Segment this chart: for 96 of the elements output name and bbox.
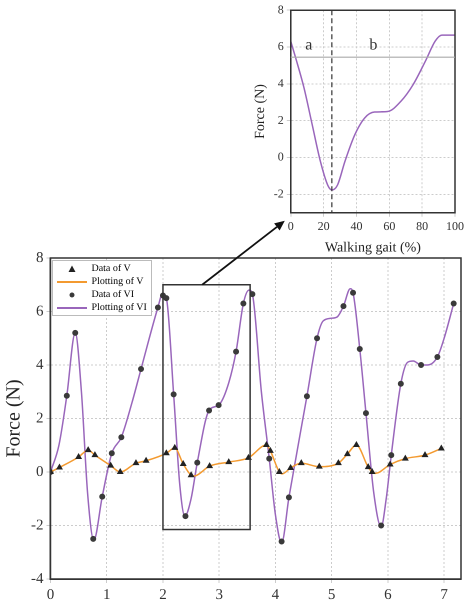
point [362, 410, 369, 416]
point [163, 450, 170, 456]
legend-label: Plotting of VI [91, 301, 147, 314]
point [276, 468, 282, 474]
x-tick-label: 0 [288, 219, 294, 234]
point [378, 522, 384, 528]
point [402, 455, 408, 461]
y-axis-title: Force (N) [2, 379, 24, 458]
point [92, 452, 98, 458]
x-tick-label: 6 [384, 586, 392, 603]
y-tick-label: 2 [36, 410, 44, 426]
point [286, 494, 292, 500]
point [108, 450, 115, 456]
annotation: a [305, 36, 312, 54]
point [138, 366, 144, 372]
point [172, 444, 178, 450]
y-tick-label: 0 [278, 150, 284, 164]
x-tick-label: 1 [102, 586, 110, 603]
point [132, 460, 140, 466]
point [365, 464, 372, 470]
point [117, 468, 124, 474]
y-tick-label: 4 [36, 356, 44, 373]
y-tick-label: 0 [36, 464, 44, 480]
point [118, 434, 124, 440]
y-tick-label: -2 [274, 186, 284, 201]
point [233, 348, 240, 355]
point [340, 303, 346, 310]
x-tick-label: 7 [440, 586, 448, 603]
x-tick-label: 3 [215, 586, 223, 603]
annotation: b [369, 36, 378, 54]
point [263, 441, 270, 447]
y-tick-label: 8 [278, 2, 284, 16]
x-axis-title: Walking gait (%) [324, 240, 422, 256]
point [314, 335, 320, 342]
point [163, 295, 170, 302]
point [72, 330, 78, 336]
point [206, 407, 212, 414]
x-tick-label: 2 [159, 586, 167, 603]
point [434, 354, 440, 360]
point [170, 391, 177, 398]
point [344, 450, 351, 456]
x-tick-label: 60 [383, 219, 396, 234]
x-tick-label: 5 [328, 586, 336, 603]
line-series [290, 34, 455, 191]
point [85, 446, 92, 452]
point [267, 447, 274, 453]
point [335, 460, 342, 466]
point [142, 457, 150, 463]
point [266, 456, 272, 462]
point [438, 444, 444, 450]
point [56, 464, 63, 470]
x-tick-label: 80 [416, 219, 428, 234]
legend-label: Data of V [91, 262, 131, 275]
y-tick-label: -4 [30, 570, 44, 587]
point [388, 452, 394, 458]
point [182, 513, 188, 520]
point [216, 402, 222, 408]
point [288, 464, 294, 470]
point [304, 393, 310, 400]
point [353, 441, 360, 447]
y-tick-label: 6 [36, 303, 44, 320]
x-tick-label: 0 [46, 586, 54, 603]
point [64, 392, 70, 399]
point [398, 380, 404, 387]
point [369, 468, 376, 474]
point [180, 460, 186, 466]
point [90, 536, 96, 542]
point [450, 300, 457, 306]
point [422, 452, 428, 458]
y-tick-label: 8 [36, 250, 44, 266]
y-tick-label: 4 [278, 76, 284, 90]
point [240, 300, 246, 306]
point [194, 460, 200, 466]
y-tick-label: 2 [278, 112, 284, 127]
point [387, 461, 394, 467]
point [154, 304, 161, 310]
point [108, 462, 114, 468]
point [278, 538, 285, 545]
point [188, 472, 194, 478]
x-tick-label: 100 [446, 219, 464, 234]
y-axis-title: Force (N) [253, 84, 268, 139]
point [298, 460, 304, 466]
x-tick-label: 20 [318, 219, 330, 234]
legend-label: Data of VI [91, 288, 134, 301]
point [99, 494, 106, 500]
point [350, 290, 356, 296]
y-tick-label: -2 [30, 517, 44, 534]
point [76, 454, 82, 460]
point [206, 462, 213, 468]
y-tick-label: 6 [278, 39, 284, 54]
x-tick-label: 40 [350, 219, 362, 234]
point [418, 362, 424, 368]
point [226, 458, 232, 464]
point [316, 463, 322, 469]
legend-label: Plotting of V [91, 275, 144, 288]
point [356, 346, 363, 352]
